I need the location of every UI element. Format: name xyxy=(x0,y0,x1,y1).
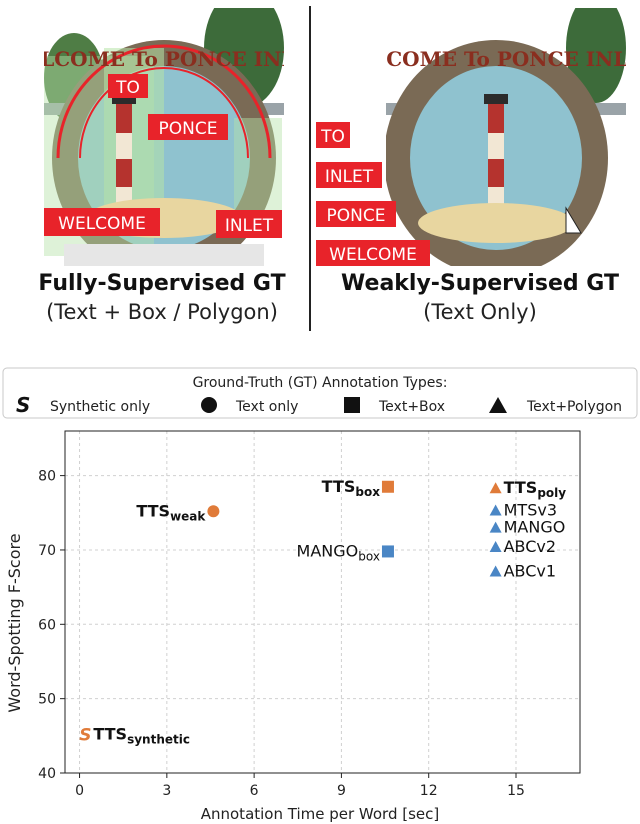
label-ponce: PONCE xyxy=(159,119,218,139)
label-inlet: INLET xyxy=(225,216,274,236)
legend-label-polygon: Text+Polygon xyxy=(526,399,622,415)
legend-title: Ground-Truth (GT) Annotation Types: xyxy=(193,375,448,391)
y-tick-label: 50 xyxy=(38,692,56,708)
fully-supervised-image: WELCOME To PONCE INLET TO PONCE WELCOME … xyxy=(44,8,284,266)
point-label-abcv1: ABCv1 xyxy=(504,562,556,581)
right-caption-title: Weakly-Supervised GT xyxy=(341,271,619,296)
legend-s-marker: S xyxy=(16,393,30,417)
plot-frame xyxy=(64,430,581,774)
legend-square-marker xyxy=(344,397,360,413)
plot-area: 0 3 6 9 12 15 40 50 60 70 80 S TTSsynthetic TTSweak TT… xyxy=(38,430,581,799)
point-label-mango: MANGO xyxy=(504,518,566,537)
point-label-abcv2: ABCv2 xyxy=(504,537,556,556)
x-tick-label: 0 xyxy=(75,783,84,799)
point-mango xyxy=(489,521,502,533)
legend: Ground-Truth (GT) Annotation Types: S Sy… xyxy=(2,367,638,419)
point-mango-box xyxy=(381,545,394,558)
y-tick-label: 60 xyxy=(38,617,56,633)
left-caption-title: Fully-Supervised GT xyxy=(38,271,286,296)
weak-label-inlet: INLET xyxy=(325,167,374,187)
point-label-tts-poly: TTSpoly xyxy=(504,478,567,500)
weakly-supervised-image: WELCOME To PONCE INLET xyxy=(386,8,626,266)
y-tick-label: 40 xyxy=(38,766,56,782)
weak-label-to: TO xyxy=(320,127,345,147)
scatter-chart: Ground-Truth (GT) Annotation Types: S Sy… xyxy=(2,367,638,823)
legend-label-text: Text only xyxy=(235,399,298,415)
y-tick-label: 70 xyxy=(38,543,56,559)
weak-labels: TO INLET PONCE WELCOME xyxy=(316,122,430,266)
label-welcome: WELCOME xyxy=(58,214,146,234)
x-tick-label: 6 xyxy=(250,783,259,799)
point-abcv1 xyxy=(489,565,502,577)
x-axis-label: Annotation Time per Word [sec] xyxy=(201,805,440,823)
legend-label-synthetic: Synthetic only xyxy=(50,399,150,415)
legend-label-box: Text+Box xyxy=(378,399,445,415)
point-mtsv3 xyxy=(489,504,502,516)
point-label-mango-box: MANGObox xyxy=(297,541,380,563)
point-tts-poly xyxy=(489,482,502,494)
sign-text: WELCOME To PONCE INLET xyxy=(386,47,626,71)
point-label-tts-synthetic: TTSsynthetic xyxy=(93,724,190,746)
right-caption: Weakly-Supervised GT (Text Only) xyxy=(330,270,630,326)
panel-divider xyxy=(309,6,311,331)
point-label-tts-box: TTSbox xyxy=(322,477,381,499)
x-tick-label: 12 xyxy=(420,783,438,799)
point-label-mtsv3: MTSv3 xyxy=(504,501,557,520)
x-tick-label: 3 xyxy=(162,783,171,799)
point-label-tts-weak: TTSweak xyxy=(136,501,206,523)
point-tts-weak xyxy=(207,505,220,518)
point-tts-box xyxy=(381,480,394,493)
weak-label-ponce: PONCE xyxy=(327,206,386,226)
point-tts-synthetic: S xyxy=(79,725,91,745)
y-tick-label: 80 xyxy=(38,469,56,485)
x-tick-label: 9 xyxy=(337,783,346,799)
left-caption-subtitle: (Text + Box / Polygon) xyxy=(46,300,278,324)
legend-triangle-marker xyxy=(489,397,507,413)
right-caption-subtitle: (Text Only) xyxy=(423,300,537,324)
x-tick-label: 15 xyxy=(507,783,525,799)
y-axis-label: Word-Spotting F-Score xyxy=(5,533,24,712)
sign-text: WELCOME To PONCE INLET xyxy=(44,47,284,71)
weak-label-welcome: WELCOME xyxy=(329,245,417,265)
left-caption: Fully-Supervised GT (Text + Box / Polygo… xyxy=(12,270,312,326)
point-abcv2 xyxy=(489,540,502,552)
label-to: TO xyxy=(115,78,140,98)
legend-circle-marker xyxy=(201,397,217,413)
